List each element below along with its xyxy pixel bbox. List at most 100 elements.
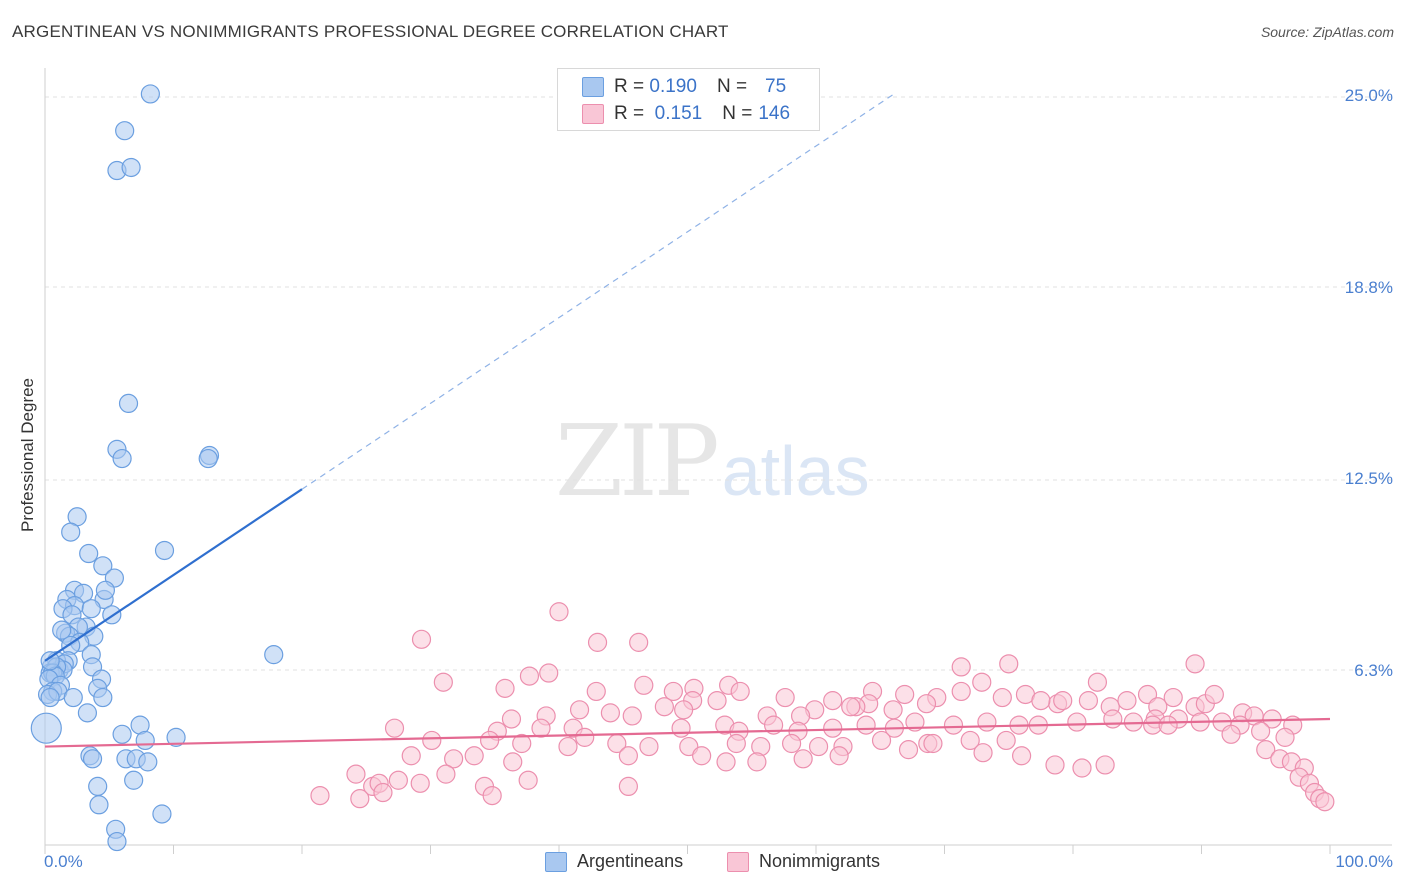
nonimmigrants-point bbox=[436, 764, 456, 784]
argentineans-point bbox=[198, 448, 218, 469]
nonimmigrants-point bbox=[823, 718, 843, 738]
nonimmigrants-point bbox=[763, 715, 784, 735]
nonimmigrants-point bbox=[495, 678, 515, 698]
nonimmigrants-point bbox=[346, 764, 366, 784]
argentineans-point bbox=[140, 84, 160, 104]
nonimmigrants-point bbox=[943, 715, 964, 735]
nonimmigrants-point bbox=[600, 703, 621, 723]
argentineans-point bbox=[121, 157, 141, 178]
bottom-legend-swatch-nonimmigrants bbox=[727, 851, 749, 872]
nonimmigrants-point bbox=[895, 684, 915, 705]
argentineans-trend-line bbox=[44, 488, 303, 662]
nonimmigrants-point bbox=[747, 752, 767, 772]
nonimmigrants-point bbox=[1045, 755, 1065, 775]
nonimmigrants-point bbox=[923, 733, 943, 754]
nonimmigrants-point bbox=[444, 749, 464, 769]
nonimmigrants-point bbox=[618, 746, 638, 766]
argentineans-point bbox=[81, 599, 101, 619]
y-tick-label-18-8: 18.8% bbox=[1344, 278, 1393, 297]
argentineans-point bbox=[112, 724, 132, 744]
chart-title: ARGENTINEAN VS NONIMMIGRANTS PROFESSIONA… bbox=[12, 22, 729, 41]
bottom-legend-nonimmigrants: Nonimmigrants bbox=[727, 851, 880, 872]
argentineans-point bbox=[79, 543, 99, 564]
argentineans-point bbox=[89, 795, 109, 815]
nonimmigrants-point bbox=[883, 700, 903, 720]
argentineans-point bbox=[82, 749, 103, 769]
nonimmigrants-point bbox=[905, 712, 925, 732]
argentineans-point bbox=[264, 645, 284, 665]
argentineans-point bbox=[107, 831, 127, 852]
nonimmigrants-point bbox=[707, 691, 727, 711]
legend-row-nonimmigrants: R = 0.151 N = 146 bbox=[582, 102, 790, 126]
legend-r-value: 0.151 bbox=[654, 103, 703, 124]
nonimmigrants-point bbox=[1087, 672, 1108, 692]
legend-n-label: N = bbox=[722, 103, 753, 124]
nonimmigrants-point bbox=[1315, 792, 1335, 812]
correlation-legend: R = 0.190 N = 75 R = 0.151 N = 146 bbox=[557, 68, 820, 131]
nonimmigrants-point bbox=[1103, 709, 1123, 729]
nonimmigrants-point bbox=[501, 709, 522, 729]
watermark-atlas: atlas bbox=[721, 432, 870, 510]
legend-row-argentineans: R = 0.190 N = 75 bbox=[582, 75, 786, 99]
nonimmigrants-point bbox=[841, 697, 861, 717]
nonimmigrants-point bbox=[618, 776, 638, 797]
argentineans-point bbox=[40, 651, 60, 671]
nonimmigrants-point bbox=[999, 654, 1019, 674]
argentineans-point bbox=[40, 687, 60, 708]
argentineans-point bbox=[63, 687, 83, 708]
bottom-legend-label-nonimmigrants: Nonimmigrants bbox=[759, 851, 881, 871]
legend-r-value: 0.190 bbox=[649, 76, 697, 97]
nonimmigrants-point bbox=[829, 746, 849, 766]
argentineans-point bbox=[77, 703, 98, 723]
argentineans-point bbox=[93, 556, 113, 576]
nonimmigrants-point bbox=[1256, 740, 1276, 760]
nonimmigrants-point bbox=[775, 687, 795, 708]
argentineans-point bbox=[124, 770, 144, 790]
nonimmigrants-point bbox=[587, 632, 608, 652]
legend-n-value: 146 bbox=[758, 103, 791, 124]
legend-swatch-argentineans bbox=[582, 77, 604, 97]
nonimmigrants-point bbox=[1031, 691, 1051, 711]
argentineans-point bbox=[152, 804, 172, 824]
nonimmigrants-point bbox=[1163, 687, 1183, 708]
argentineans-trend-extension bbox=[301, 94, 894, 490]
nonimmigrants-point bbox=[1072, 758, 1092, 778]
nonimmigrants-point bbox=[898, 740, 919, 760]
argentineans-point bbox=[93, 687, 113, 708]
nonimmigrants-point bbox=[996, 730, 1016, 751]
nonimmigrants-point bbox=[671, 718, 691, 738]
nonimmigrants-point bbox=[639, 736, 659, 757]
nonimmigrants-point bbox=[793, 749, 813, 769]
argentineans-point bbox=[52, 620, 72, 640]
nonimmigrants-point bbox=[781, 733, 802, 754]
nonimmigrants-point bbox=[951, 681, 971, 702]
nonimmigrants-point bbox=[1011, 746, 1032, 766]
argentineans-point bbox=[88, 776, 108, 797]
nonimmigrants-point bbox=[1185, 654, 1205, 674]
legend-swatch-nonimmigrants bbox=[582, 104, 604, 124]
bottom-legend-swatch-argentineans bbox=[545, 851, 567, 872]
nonimmigrants-point bbox=[310, 785, 330, 806]
nonimmigrants-point bbox=[634, 675, 654, 695]
nonimmigrants-point bbox=[388, 770, 408, 790]
argentineans-point bbox=[135, 730, 155, 751]
nonimmigrants-point bbox=[401, 746, 421, 766]
nonimmigrants-point bbox=[1275, 727, 1295, 747]
nonimmigrants-point bbox=[1067, 712, 1087, 732]
nonimmigrants-point bbox=[823, 691, 843, 711]
nonimmigrants-point bbox=[654, 697, 674, 717]
nonimmigrants-point bbox=[512, 733, 532, 754]
nonimmigrants-point bbox=[1251, 721, 1271, 741]
y-tick-label-12-5: 12.5% bbox=[1344, 469, 1393, 488]
nonimmigrants-point bbox=[1158, 715, 1178, 735]
nonimmigrants-point bbox=[1078, 691, 1099, 711]
nonimmigrants-point bbox=[1137, 684, 1158, 705]
bottom-legend-argentineans: Argentineans bbox=[545, 851, 683, 872]
nonimmigrants-point bbox=[1221, 724, 1241, 744]
y-tick-label-6-3: 6.3% bbox=[1354, 661, 1393, 680]
y-axis-label: Professional Degree bbox=[18, 377, 37, 533]
nonimmigrants-point bbox=[410, 773, 430, 793]
nonimmigrants-point bbox=[464, 746, 484, 766]
legend-r-label: R = bbox=[614, 76, 645, 97]
nonimmigrants-point bbox=[480, 730, 500, 751]
